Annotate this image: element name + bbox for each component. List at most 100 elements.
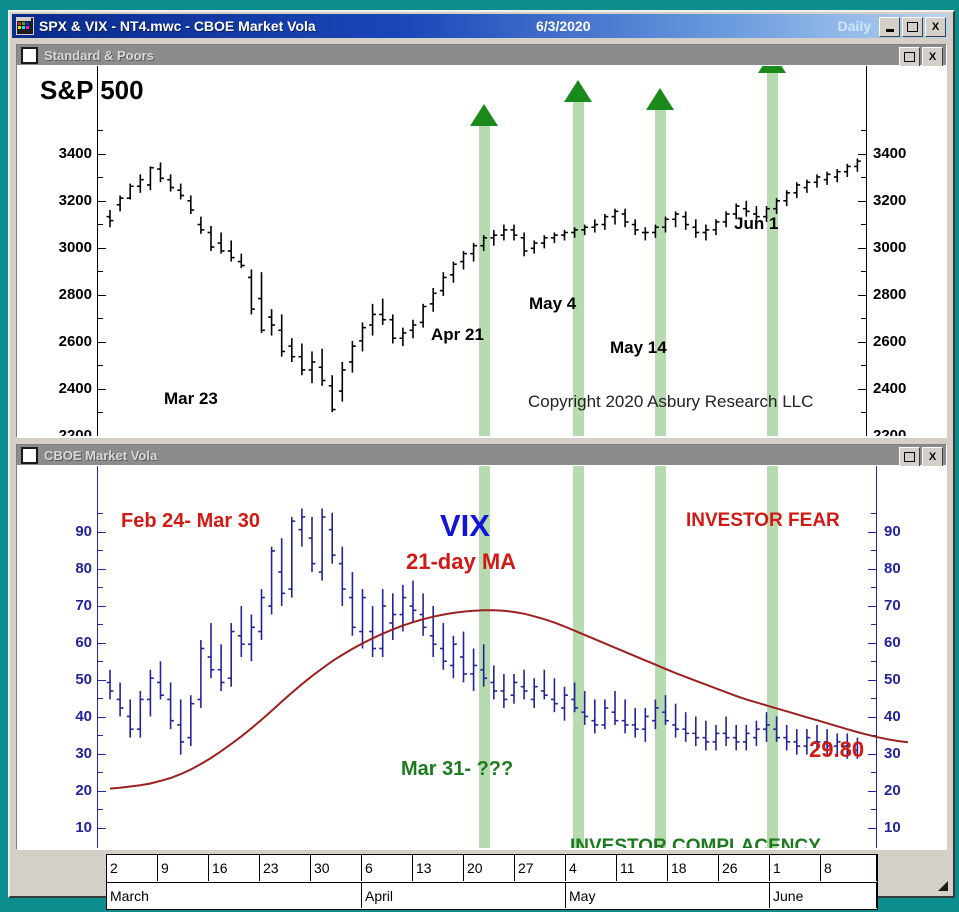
panel-cboe-market-vola: CBOE Market Vola X 90 90 80 80 xyxy=(16,444,947,850)
vix-right-axis xyxy=(876,466,877,848)
spx-ytick xyxy=(97,342,106,343)
signal-arrow-jun1 xyxy=(758,66,786,73)
spx-plot-area: 3400 3400 3200 3200 3000 3000 2800 2800 xyxy=(18,66,945,436)
vix-ytick-label: 20 xyxy=(75,782,92,799)
window-title: SPX & VIX - NT4.mwc - CBOE Market Vola xyxy=(39,18,316,34)
panel-title-vix: CBOE Market Vola xyxy=(44,447,158,463)
spx-ytick-label: 2800 xyxy=(58,286,92,303)
panel-title-bar-spx[interactable]: Standard & Poors X xyxy=(17,45,946,67)
chart-window: SPX & VIX - NT4.mwc - CBOE Market Vola 6… xyxy=(8,10,955,910)
vix-ytick xyxy=(97,828,106,829)
signal-label-may4: May 4 xyxy=(529,294,577,313)
vix-ytick xyxy=(97,791,106,792)
spx-ytick xyxy=(97,295,106,296)
date-tick: 20 xyxy=(464,855,515,881)
signal-arrow-may14 xyxy=(646,88,674,110)
spx-ytick xyxy=(858,342,867,343)
vix-ytick-label: 90 xyxy=(75,523,92,540)
vix-ytick xyxy=(97,717,106,718)
spx-ytick-label: 3400 xyxy=(873,145,907,162)
vix-last-value: 29.80 xyxy=(809,737,865,762)
spx-ytick xyxy=(97,154,106,155)
window-date: 6/3/2020 xyxy=(536,18,591,34)
vix-ytick-label: 20 xyxy=(884,782,901,799)
window-interval: Daily xyxy=(837,18,871,34)
maximize-button[interactable] xyxy=(902,17,923,37)
spx-right-axis xyxy=(866,66,867,436)
spx-ytick-label: 2600 xyxy=(873,333,907,350)
spx-chart-title: S&P 500 xyxy=(40,75,144,105)
vix-ytick xyxy=(97,606,106,607)
vix-ytick xyxy=(868,643,877,644)
spx-ytick-label: 2200 xyxy=(58,427,92,436)
spx-ytick-label: 2800 xyxy=(873,286,907,303)
signal-arrow-apr21 xyxy=(470,104,498,126)
vix-ytick xyxy=(97,754,106,755)
vix-plot-area: 90 90 80 80 70 70 60 60 50 xyxy=(18,466,945,848)
vix-ytick-label: 30 xyxy=(75,745,92,762)
spx-ytick xyxy=(858,389,867,390)
vix-ytick xyxy=(868,791,877,792)
panel-controls-spx: X xyxy=(899,47,943,67)
resize-grip[interactable] xyxy=(937,880,949,892)
close-button[interactable]: X xyxy=(925,17,946,37)
vix-left-axis xyxy=(97,466,98,848)
signal-band-may4 xyxy=(573,102,584,436)
vix-ytick xyxy=(868,828,877,829)
vix-series xyxy=(106,508,909,790)
signal-band-apr21 xyxy=(479,126,490,436)
date-tick: 30 xyxy=(311,855,362,881)
signal-band-may14-vix xyxy=(655,466,666,848)
signal-band-jun1 xyxy=(767,66,778,436)
spx-ytick xyxy=(858,248,867,249)
month-label: June xyxy=(770,882,877,908)
date-tick: 1 xyxy=(770,855,821,881)
date-tick: 6 xyxy=(362,855,413,881)
vix-ytick-label: 70 xyxy=(75,597,92,614)
spx-ohlc-series xyxy=(106,158,861,413)
date-tick: 11 xyxy=(617,855,668,881)
spx-ytick-label: 3000 xyxy=(58,239,92,256)
panel-close-button-vix[interactable]: X xyxy=(922,447,943,467)
window-controls: X xyxy=(879,17,946,37)
vix-ytick-label: 60 xyxy=(884,634,901,651)
panel-title-spx: Standard & Poors xyxy=(44,47,154,63)
panel-controls-vix: X xyxy=(899,447,943,467)
panel-system-icon-spx xyxy=(21,46,38,64)
date-tick: 16 xyxy=(209,855,260,881)
vix-ytick-label: 50 xyxy=(884,671,901,688)
month-label: March xyxy=(107,882,362,908)
panel-close-button-spx[interactable]: X xyxy=(922,47,943,67)
vix-ytick-label: 70 xyxy=(884,597,901,614)
panel-restore-button-vix[interactable] xyxy=(899,447,920,467)
date-tick: 23 xyxy=(260,855,311,881)
spx-ytick-label: 2600 xyxy=(58,333,92,350)
spx-ytick xyxy=(858,295,867,296)
window-title-bar[interactable]: SPX & VIX - NT4.mwc - CBOE Market Vola 6… xyxy=(12,14,949,38)
panel-system-icon-vix xyxy=(21,446,38,464)
vix-ytick-label: 10 xyxy=(884,819,901,836)
panel-title-bar-vix[interactable]: CBOE Market Vola X xyxy=(17,445,946,467)
signal-band-may4-vix xyxy=(573,466,584,848)
signal-band-jun1-vix xyxy=(767,466,778,848)
vix-ytick-label: 40 xyxy=(884,708,901,725)
date-tick: 26 xyxy=(719,855,770,881)
date-axis: 2 9 16 23 30 6 13 20 27 4 11 18 26 1 8 M… xyxy=(106,854,878,910)
vix-ytick-label: 30 xyxy=(884,745,901,762)
minimize-button[interactable] xyxy=(879,17,900,37)
spx-ytick-label: 3400 xyxy=(58,145,92,162)
panel-restore-button-spx[interactable] xyxy=(899,47,920,67)
spx-ytick-label: 2400 xyxy=(873,380,907,397)
spx-ytick-label: 3200 xyxy=(873,192,907,209)
chart-app-icon xyxy=(16,17,34,35)
spx-ytick-label: 3000 xyxy=(873,239,907,256)
spx-ytick xyxy=(858,201,867,202)
signal-label-may14: May 14 xyxy=(610,338,667,357)
date-tick: 9 xyxy=(158,855,209,881)
signal-label-jun1: Jun 1 xyxy=(734,214,779,233)
vix-phase1-label: Feb 24- Mar 30 xyxy=(121,510,260,532)
vix-ytick xyxy=(868,569,877,570)
date-tick: 13 xyxy=(413,855,464,881)
spx-ytick-label: 3200 xyxy=(58,192,92,209)
copyright-notice: Copyright 2020 Asbury Research LLC xyxy=(528,392,814,411)
